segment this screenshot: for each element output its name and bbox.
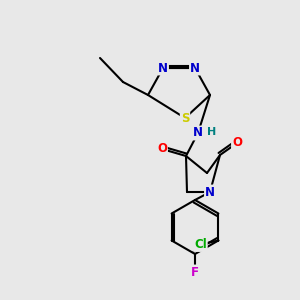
Text: O: O xyxy=(157,142,167,155)
Text: F: F xyxy=(191,266,199,278)
Text: N: N xyxy=(193,127,203,140)
Text: S: S xyxy=(181,112,189,124)
Text: O: O xyxy=(232,136,242,149)
Text: N: N xyxy=(158,61,168,74)
Text: N: N xyxy=(205,185,215,199)
Text: N: N xyxy=(190,61,200,74)
Text: Cl: Cl xyxy=(194,238,207,251)
Text: H: H xyxy=(207,127,217,137)
